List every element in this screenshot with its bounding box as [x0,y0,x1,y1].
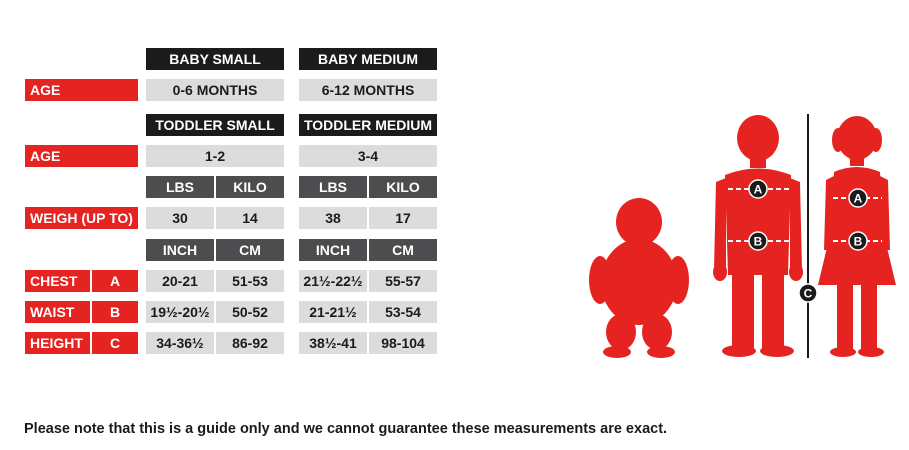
marker-b-girl-label: B [854,235,863,249]
marker-a-boy-label: A [754,183,763,197]
label-waist-letter: B [92,301,138,323]
label-height: HEIGHT [25,332,90,354]
marker-a-girl: A [848,188,868,208]
marker-a-girl-label: A [854,192,863,206]
marker-a-boy: A [748,179,768,199]
label-chest: CHEST [25,270,90,292]
header-baby-small: BABY SMALL [146,48,284,70]
label-age-toddler: AGE [25,145,138,167]
value-height-cm-small: 86-92 [216,332,284,354]
unit-kilo: KILO [369,176,437,198]
value-toddler-medium-age: 3-4 [299,145,437,167]
boy-silhouette [713,115,803,357]
value-waist-cm-small: 50-52 [216,301,284,323]
value-waist-inch-medium: 21-21½ [299,301,367,323]
value-chest-inch-small: 20-21 [146,270,214,292]
label-weigh: WEIGH (UP TO) [25,207,138,229]
header-toddler-small: TODDLER SMALL [146,114,284,136]
value-height-inch-medium: 38½-41 [299,332,367,354]
value-baby-medium-age: 6-12 MONTHS [299,79,437,101]
value-chest-cm-small: 51-53 [216,270,284,292]
marker-c-height: C [798,283,818,303]
value-weigh-lbs-small: 30 [146,207,214,229]
unit-cm: CM [369,239,437,261]
marker-b-boy: B [748,231,768,251]
label-height-letter: C [92,332,138,354]
value-weigh-kilo-small: 14 [216,207,284,229]
value-chest-cm-medium: 55-57 [369,270,437,292]
value-weigh-lbs-medium: 38 [299,207,367,229]
unit-inch: INCH [146,239,214,261]
value-baby-small-age: 0-6 MONTHS [146,79,284,101]
value-chest-inch-medium: 21½-22½ [299,270,367,292]
value-toddler-small-age: 1-2 [146,145,284,167]
girl-silhouette [818,116,896,357]
value-height-inch-small: 34-36½ [146,332,214,354]
unit-kilo: KILO [216,176,284,198]
label-waist: WAIST [25,301,90,323]
marker-c-height-label: C [804,287,813,301]
size-figures-illustration: A B A B C [589,114,896,358]
unit-cm: CM [216,239,284,261]
value-waist-inch-small: 19½-20½ [146,301,214,323]
marker-b-boy-label: B [754,235,763,249]
unit-lbs: LBS [146,176,214,198]
label-chest-letter: A [92,270,138,292]
disclaimer-note: Please note that this is a guide only an… [24,421,668,437]
label-age-baby: AGE [25,79,138,101]
header-toddler-medium: TODDLER MEDIUM [299,114,437,136]
value-height-cm-medium: 98-104 [369,332,437,354]
header-baby-medium: BABY MEDIUM [299,48,437,70]
value-weigh-kilo-medium: 17 [369,207,437,229]
marker-b-girl: B [848,231,868,251]
unit-inch: INCH [299,239,367,261]
unit-lbs: LBS [299,176,367,198]
baby-silhouette [589,198,689,358]
value-waist-cm-medium: 53-54 [369,301,437,323]
